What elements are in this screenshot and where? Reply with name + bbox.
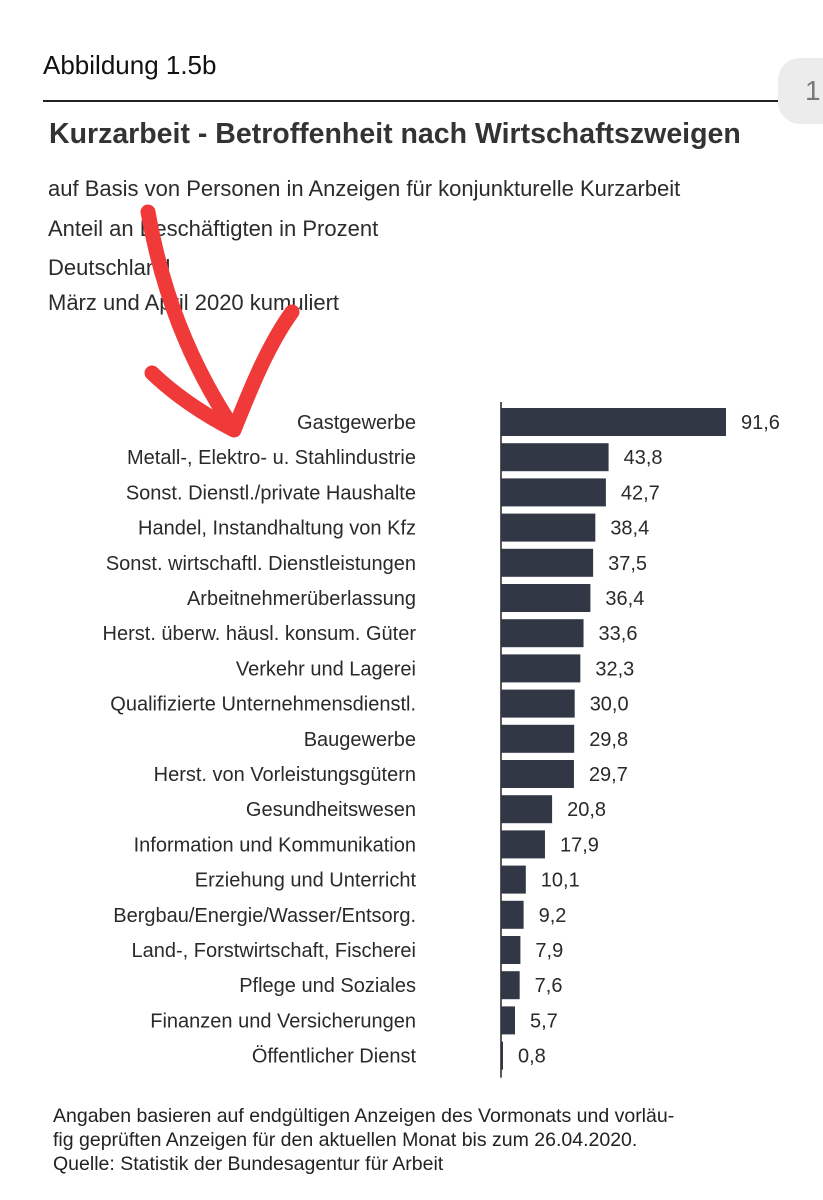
bar <box>501 830 545 859</box>
bar <box>501 478 606 507</box>
category-label: Metall-, Elektro- u. Stahlindustrie <box>127 447 416 469</box>
value-label: 91,6 <box>741 412 780 434</box>
bar <box>501 971 520 1000</box>
category-label: Sonst. Dienstl./private Haushalte <box>126 482 416 504</box>
category-label: Sonst. wirtschaftl. Dienstleistungen <box>106 553 416 575</box>
bar <box>501 548 594 577</box>
value-label: 9,2 <box>539 905 567 927</box>
bar <box>501 443 609 472</box>
page-number-tab[interactable]: 1 <box>778 58 823 124</box>
bar <box>501 865 526 894</box>
value-label: 43,8 <box>624 447 663 469</box>
bar <box>501 654 581 683</box>
footnote-line-2: fig geprüften Anzeigen für den aktuellen… <box>53 1129 638 1151</box>
bar <box>501 724 575 753</box>
category-label: Erziehung und Unterricht <box>195 870 417 892</box>
subtitle-region: Deutschland <box>48 255 171 280</box>
header-rule <box>43 100 780 102</box>
bar <box>501 584 591 612</box>
category-label: Information und Kommunikation <box>134 834 416 856</box>
value-label: 29,7 <box>589 764 628 786</box>
value-label: 17,9 <box>560 834 599 856</box>
value-label: 10,1 <box>541 870 580 892</box>
subtitle-unit: Anteil an Beschäftigten in Prozent <box>48 216 379 241</box>
footnote-line-1: Angaben basieren auf endgültigen Anzeige… <box>53 1105 675 1127</box>
footnote: Angaben basieren auf endgültigen Anzeige… <box>53 1104 813 1176</box>
bar <box>501 795 553 824</box>
category-label: Pflege und Soziales <box>239 975 416 997</box>
value-label: 42,7 <box>621 482 660 504</box>
bar <box>501 760 574 788</box>
category-label: Land-, Forstwirtschaft, Fischerei <box>131 940 416 962</box>
footnote-source: Quelle: Statistik der Bundesagentur für … <box>53 1153 444 1175</box>
category-label: Herst. überw. häusl. konsum. Güter <box>103 623 417 645</box>
value-label: 20,8 <box>567 799 606 821</box>
subtitle-period: März und April 2020 kumuliert <box>48 290 340 315</box>
category-label: Öffentlicher Dienst <box>252 1046 417 1068</box>
value-label: 5,7 <box>530 1010 558 1032</box>
bar <box>501 936 521 964</box>
subtitle-basis: auf Basis von Personen in Anzeigen für k… <box>48 176 681 201</box>
figure-label: Abbildung 1.5b <box>43 50 217 80</box>
bar-chart: Gastgewerbe 91,6 Metall-, Elektro- u. Stah… <box>103 402 780 1078</box>
category-label: Gesundheitswesen <box>246 799 416 821</box>
category-label: Verkehr und Lagerei <box>236 658 416 680</box>
category-label: Baugewerbe <box>304 729 416 751</box>
value-label: 38,4 <box>610 518 649 540</box>
chart-title: Kurzarbeit - Betroffenheit nach Wirtscha… <box>49 118 741 150</box>
value-label: 7,9 <box>535 940 563 962</box>
bar <box>501 689 575 718</box>
bar <box>501 1041 503 1070</box>
value-label: 0,8 <box>518 1046 546 1068</box>
bar <box>501 900 524 929</box>
category-label: Handel, Instandhaltung von Kfz <box>138 518 416 540</box>
bar <box>501 1006 516 1035</box>
value-label: 33,6 <box>599 623 638 645</box>
category-label: Gastgewerbe <box>297 412 416 434</box>
category-label: Herst. von Vorleistungsgütern <box>154 764 416 786</box>
category-label: Arbeitnehmerüberlassung <box>187 588 416 610</box>
category-label: Finanzen und Versicherungen <box>150 1010 416 1032</box>
value-label: 7,6 <box>535 975 563 997</box>
category-label: Bergbau/Energie/Wasser/Entsorg. <box>113 905 416 927</box>
value-label: 36,4 <box>605 588 644 610</box>
value-label: 30,0 <box>590 694 629 716</box>
value-label: 37,5 <box>608 553 647 575</box>
category-label: Qualifizierte Unternehmensdienstl. <box>110 694 416 716</box>
bar <box>501 408 726 436</box>
bar <box>501 619 584 648</box>
value-label: 32,3 <box>595 658 634 680</box>
value-label: 29,8 <box>589 729 628 751</box>
bar <box>501 513 596 542</box>
